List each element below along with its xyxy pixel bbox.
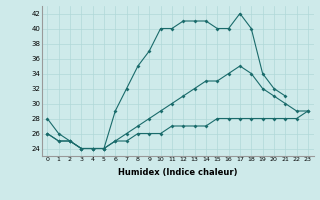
- X-axis label: Humidex (Indice chaleur): Humidex (Indice chaleur): [118, 168, 237, 177]
